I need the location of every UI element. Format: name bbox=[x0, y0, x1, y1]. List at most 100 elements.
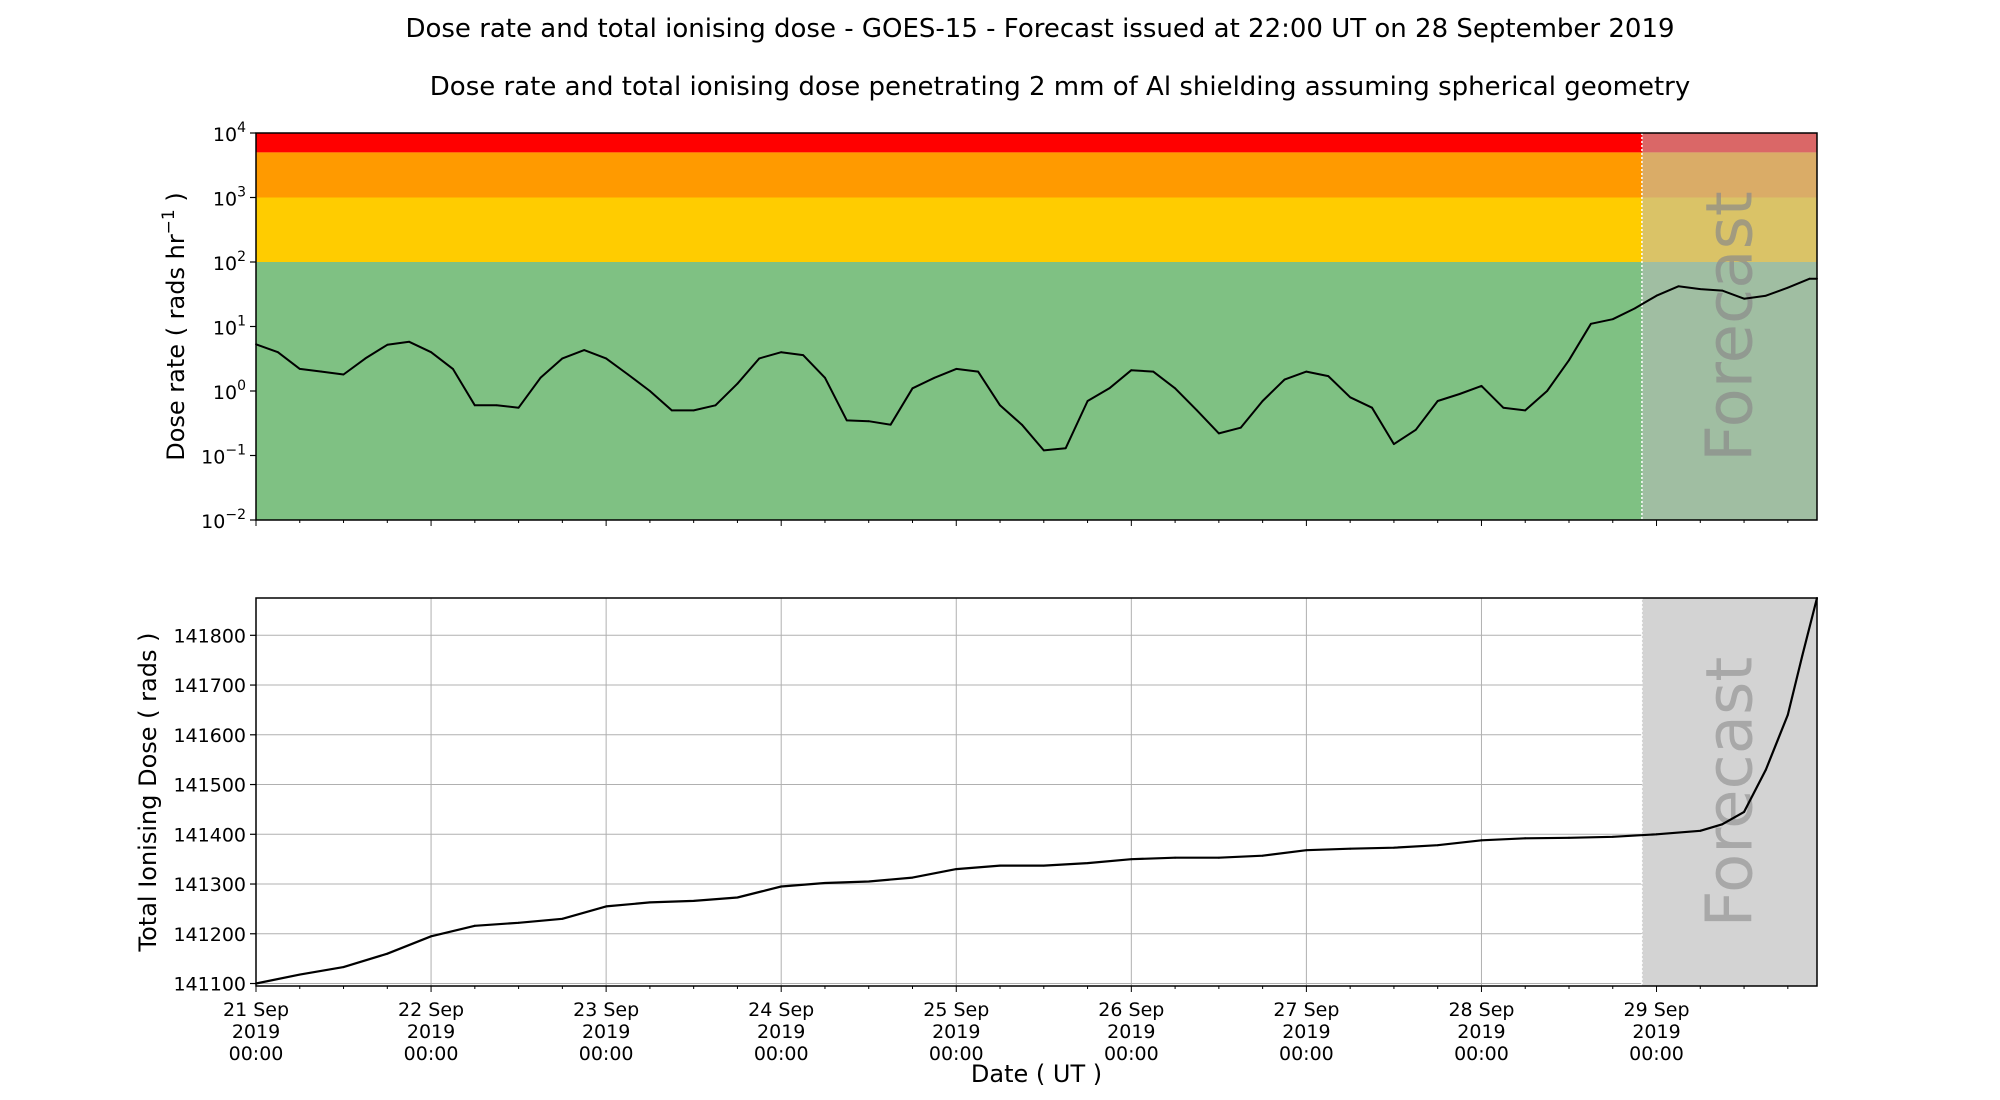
x-tick-label: 21 Sep bbox=[223, 999, 289, 1021]
dose-rate-point bbox=[1502, 406, 1505, 409]
total-dose-point bbox=[955, 868, 958, 871]
dose-rate-point bbox=[1699, 288, 1702, 290]
x-tick-label: 25 Sep bbox=[923, 999, 989, 1021]
x-tick-label: 2019 bbox=[1107, 1021, 1155, 1043]
forecast-label: Forecast bbox=[1693, 191, 1767, 462]
dose-rate-point bbox=[1349, 396, 1352, 399]
dose-rate-point bbox=[649, 390, 651, 392]
total-dose-point bbox=[298, 973, 301, 976]
dose-rate-point bbox=[430, 351, 432, 354]
dose-rate-point bbox=[539, 376, 542, 379]
forecast-region bbox=[1641, 133, 1817, 520]
x-tick-label: 00:00 bbox=[754, 1043, 809, 1065]
total-dose-point bbox=[473, 924, 476, 927]
x-tick-label: 28 Sep bbox=[1448, 999, 1514, 1021]
dose-rate-point bbox=[1152, 370, 1155, 373]
dose-rate-point bbox=[999, 404, 1001, 407]
x-tick-label: 00:00 bbox=[1104, 1043, 1159, 1065]
dose-rate-point bbox=[1174, 387, 1176, 390]
total-dose-point bbox=[561, 917, 564, 920]
x-tick-label: 2019 bbox=[232, 1021, 280, 1043]
dose-rate-point bbox=[517, 406, 520, 409]
dose-rate-point bbox=[1218, 432, 1220, 435]
total-dose-point bbox=[1524, 837, 1527, 840]
dose-rate-point bbox=[605, 357, 607, 360]
dose-rate-point bbox=[955, 368, 958, 370]
y-tick-label: 141100 bbox=[173, 974, 246, 996]
dose-rate-point bbox=[670, 409, 673, 412]
y-tick-label: 102 bbox=[213, 249, 246, 275]
dose-rate-point bbox=[977, 370, 979, 373]
dose-rate-point bbox=[495, 404, 498, 407]
dose-rate-point bbox=[845, 419, 848, 422]
x-tick-label: 22 Sep bbox=[398, 999, 464, 1021]
total-dose-point bbox=[1764, 768, 1767, 771]
dose-rate-point bbox=[1283, 378, 1286, 381]
dose-rate-point bbox=[802, 354, 804, 356]
x-tick-label: 29 Sep bbox=[1624, 999, 1690, 1021]
threshold-band-red bbox=[256, 133, 1817, 153]
total-dose-point bbox=[1743, 810, 1746, 813]
dose-rate-point bbox=[1546, 390, 1548, 392]
total-dose-point bbox=[1699, 829, 1702, 832]
dose-rate-point bbox=[736, 382, 739, 385]
total-dose-point bbox=[1392, 846, 1395, 849]
dose-rate-point bbox=[386, 343, 389, 346]
dose-rate-point bbox=[1130, 369, 1133, 372]
dose-rate-point bbox=[1086, 400, 1089, 402]
total-dose-line bbox=[255, 597, 1819, 985]
total-dose-point bbox=[386, 952, 389, 955]
y-tick-label: 101 bbox=[213, 314, 246, 340]
dose-rate-point bbox=[1786, 286, 1789, 289]
dose-rate-point bbox=[408, 340, 411, 343]
total-dose-panel: Forecast 141100 141200 141300 141400 141500 1… bbox=[134, 597, 1819, 1088]
dose-rate-point bbox=[1568, 359, 1570, 362]
total-dose-point bbox=[430, 935, 433, 938]
total-dose-point bbox=[1261, 854, 1264, 857]
total-dose-point bbox=[1349, 847, 1352, 850]
total-dose-point bbox=[1480, 839, 1483, 842]
dose-rate-point bbox=[867, 420, 870, 423]
dose-rate-point bbox=[1108, 387, 1111, 390]
dose-rate-point bbox=[911, 387, 914, 390]
dose-rate-point bbox=[933, 376, 936, 379]
dose-rate-point bbox=[692, 409, 695, 412]
x-tick-label: 00:00 bbox=[579, 1043, 634, 1065]
total-dose-point bbox=[1655, 833, 1658, 836]
x-tick-label: 00:00 bbox=[1279, 1043, 1334, 1065]
dose-rate-point bbox=[780, 351, 783, 354]
dose-rate-point bbox=[1633, 307, 1636, 310]
dose-rate-point bbox=[452, 368, 454, 370]
dose-rate-point bbox=[1414, 428, 1417, 431]
total-dose-point bbox=[1721, 823, 1724, 826]
dose-rate-point bbox=[758, 357, 761, 360]
total-dose-point bbox=[1174, 856, 1177, 859]
y-tick-label: 10−1 bbox=[201, 443, 246, 469]
x-tick-label: 00:00 bbox=[404, 1043, 459, 1065]
total-dose-point bbox=[1305, 849, 1308, 852]
dose-rate-point bbox=[1480, 385, 1483, 387]
total-dose-point bbox=[1217, 856, 1220, 859]
dose-rate-point bbox=[1196, 409, 1198, 412]
chart-subtitle: Dose rate and total ionising dose penetr… bbox=[429, 72, 1691, 102]
total-dose-point bbox=[736, 896, 739, 899]
dose-rate-point bbox=[1721, 289, 1724, 292]
total-dose-frame bbox=[255, 597, 1818, 987]
total-dose-point bbox=[824, 882, 826, 884]
x-tick-label: 2019 bbox=[1282, 1021, 1330, 1043]
total-dose-axis-label: Total Ionising Dose ( rads ) bbox=[134, 633, 162, 953]
total-dose-point bbox=[692, 899, 695, 902]
dose-rate-point bbox=[473, 404, 476, 407]
dose-rate-point bbox=[1021, 423, 1023, 426]
total-dose-point bbox=[1436, 844, 1439, 847]
total-dose-point bbox=[867, 880, 870, 883]
dose-rate-point bbox=[561, 357, 564, 360]
dose-rate-point bbox=[364, 357, 367, 360]
forecast-region bbox=[1641, 598, 1817, 986]
x-axis-label: Date ( UT ) bbox=[971, 1060, 1102, 1088]
dose-rate-axis-label: Dose rate ( rads hr−1 ) bbox=[159, 192, 190, 461]
x-tick-label: 2019 bbox=[582, 1021, 630, 1043]
forecast-label: Forecast bbox=[1693, 657, 1767, 928]
dose-rate-point bbox=[1042, 449, 1045, 452]
x-tick-label: 26 Sep bbox=[1098, 999, 1164, 1021]
